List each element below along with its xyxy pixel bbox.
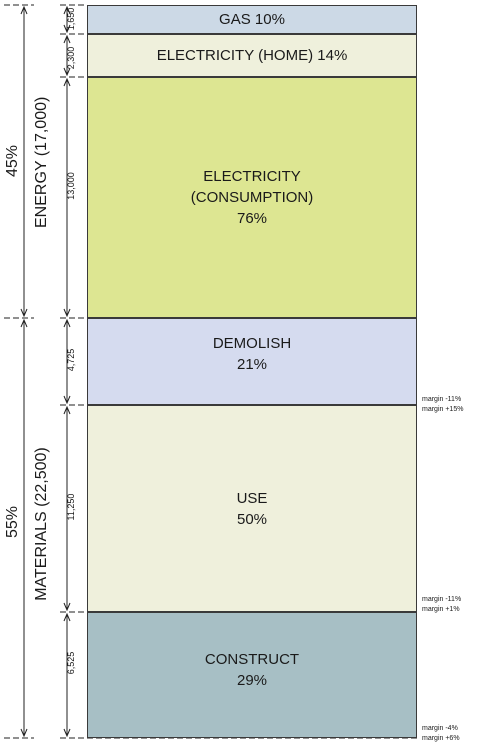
- segment-demolish-percent: 21%: [236, 356, 268, 373]
- margin-label-demolish-low: margin -11%: [422, 396, 462, 403]
- segment-electricity-home: ELECTRICITY (HOME) 14%: [87, 34, 417, 77]
- gas-dimension-arrow-top: [63, 5, 71, 15]
- margin-label-construct-low: margin -4%: [422, 725, 458, 732]
- segment-electricity-consumption-line2: (CONSUMPTION): [190, 189, 314, 206]
- value-label-electricity-home: 2,300: [66, 46, 76, 70]
- electricity-home-dimension-arrow-bottom: [63, 67, 71, 77]
- margin-label-construct-high: margin +6%: [422, 735, 460, 742]
- construct-dimension-arrow-bottom: [63, 728, 71, 738]
- segment-electricity-home-label: ELECTRICITY (HOME) 14%: [156, 47, 348, 64]
- segment-use: USE 50%: [87, 405, 417, 612]
- materials-dimension-arrow-bottom: [20, 728, 28, 738]
- materials-percent-label: 55%: [4, 505, 21, 539]
- segment-electricity-consumption-percent: 76%: [236, 210, 268, 227]
- value-label-gas: 1,650: [66, 7, 76, 31]
- margin-label-use-low: margin -11%: [422, 596, 462, 603]
- value-label-electricity-consumption: 13,000: [66, 172, 76, 200]
- segment-use-percent: 50%: [236, 510, 268, 528]
- segment-construct-label: CONSTRUCT: [204, 651, 300, 668]
- gas-dimension-arrow-bottom: [63, 24, 71, 34]
- use-dimension-arrow-top: [63, 405, 71, 415]
- electricity-home-dimension-arrow-top: [63, 34, 71, 44]
- segment-use-label: USE: [236, 489, 268, 507]
- energy-percent-label: 45%: [4, 144, 21, 178]
- value-label-use: 11,250: [66, 493, 76, 521]
- segment-demolish: DEMOLISH 21%: [87, 318, 417, 405]
- use-dimension-arrow-bottom: [63, 602, 71, 612]
- value-label-demolish: 4,725: [66, 348, 76, 372]
- demolish-dimension-arrow-top: [63, 318, 71, 328]
- segment-gas-label: GAS 10%: [219, 11, 285, 28]
- margin-label-demolish-high: margin +15%: [422, 406, 464, 413]
- energy-group-label: ENERGY (17,000): [33, 96, 50, 228]
- materials-dimension-arrow-top: [20, 318, 28, 328]
- segment-construct: CONSTRUCT 29%: [87, 612, 417, 738]
- electricity-consumption-dimension-arrow-top: [63, 77, 71, 87]
- margin-label-use-high: margin +1%: [422, 606, 460, 613]
- segment-electricity-consumption: ELECTRICITY (CONSUMPTION) 76%: [87, 77, 417, 318]
- segment-construct-percent: 29%: [236, 672, 268, 689]
- segment-gas: GAS 10%: [87, 5, 417, 34]
- electricity-consumption-dimension-arrow-bottom: [63, 308, 71, 318]
- energy-dimension-arrow-top: [20, 5, 28, 15]
- segment-electricity-consumption-line1: ELECTRICITY: [203, 168, 301, 185]
- construct-dimension-arrow-top: [63, 612, 71, 622]
- energy-dimension-arrow-bottom: [20, 308, 28, 318]
- demolish-dimension-arrow-bottom: [63, 395, 71, 405]
- value-label-construct: 6,525: [66, 651, 76, 675]
- materials-group-label: MATERIALS (22,500): [33, 447, 50, 601]
- segment-demolish-label: DEMOLISH: [212, 335, 292, 352]
